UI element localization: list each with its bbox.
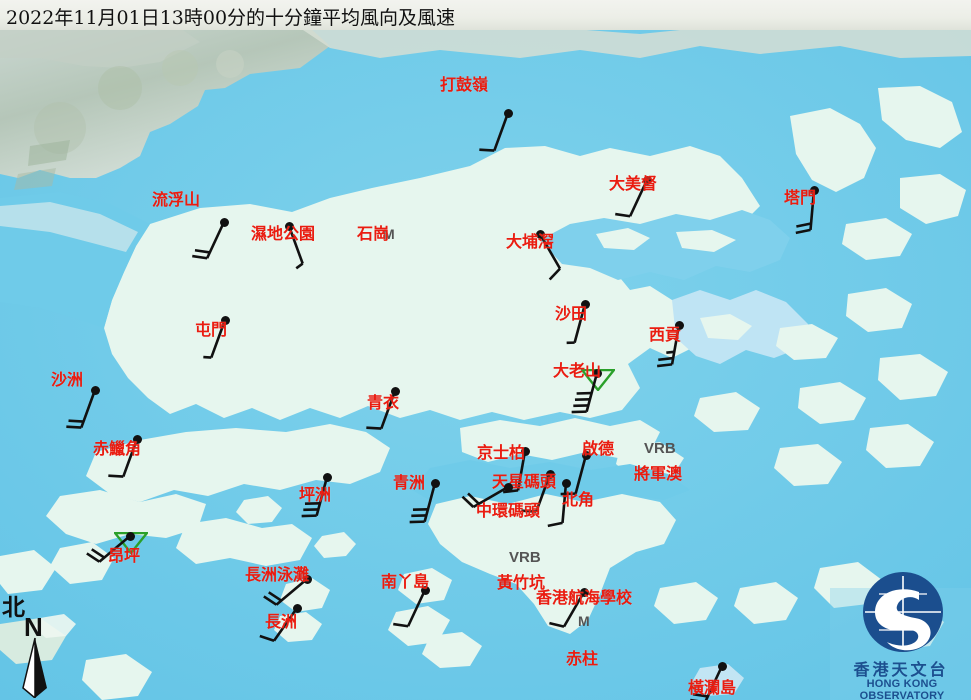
station-dot-icon xyxy=(90,385,100,395)
wind-barb-icon xyxy=(409,482,437,524)
variable-wind-flag: VRB xyxy=(509,549,541,566)
station-dot-icon xyxy=(520,446,530,456)
wind-barb-icon xyxy=(263,578,308,606)
station-name-label: 赤鱲角 xyxy=(93,439,142,458)
station-dot-icon xyxy=(284,221,294,231)
station-name-label: 濕地公園 xyxy=(251,224,316,243)
station-name-label: 南丫島 xyxy=(381,572,430,591)
station-name-label: 北角 xyxy=(562,490,595,509)
station-name-label: 大美督 xyxy=(609,174,658,193)
station-name-label: 打鼓嶺 xyxy=(440,75,489,94)
station-dot-icon xyxy=(292,603,302,613)
wind-barb-icon xyxy=(366,390,397,430)
station-name-label: 黃竹坑 xyxy=(497,573,546,592)
station-dot-icon xyxy=(430,478,440,488)
station-name-label: 大埔滘 xyxy=(506,232,555,251)
station-name-label: 塔門 xyxy=(784,188,817,207)
page-title: 2022年11月01日13時00分的十分鐘平均風向及風速 xyxy=(6,7,456,29)
station-dot-icon xyxy=(132,434,142,444)
station-name-label: 沙洲 xyxy=(51,370,84,389)
wind-barb-icon xyxy=(108,438,139,478)
station-dot-icon xyxy=(580,299,590,309)
hko-emblem-icon xyxy=(863,572,943,652)
wind-barb-icon xyxy=(203,319,227,359)
wind-barb-icon xyxy=(479,112,510,152)
station-name-label: 屯門 xyxy=(195,320,228,339)
station-dot-icon xyxy=(674,320,684,330)
wind-barb-icon xyxy=(657,324,681,368)
wind-barb-icon xyxy=(795,189,816,235)
station-dot-icon xyxy=(535,229,545,239)
station-name-label: 青洲 xyxy=(393,473,426,492)
station-dot-icon xyxy=(503,482,513,492)
wind-barb-icon xyxy=(538,233,562,281)
variable-wind-flag: VRB xyxy=(644,440,676,457)
geography-layer xyxy=(0,28,971,700)
wind-barb-icon xyxy=(192,221,226,260)
hko-name-en: HONG KONG OBSERVATORY xyxy=(859,678,945,700)
wind-barb-icon xyxy=(690,665,724,700)
station-name-label: 大老山 xyxy=(553,361,602,380)
station-name-label: 橫瀾島 xyxy=(688,678,737,697)
title-bar: 2022年11月01日13時00分的十分鐘平均風向及風速 xyxy=(0,0,971,30)
wind-barb-icon xyxy=(393,589,427,628)
station-name-label: 石崗 xyxy=(357,224,390,243)
wind-barb-icon xyxy=(301,476,329,518)
wind-barb-icon xyxy=(549,591,586,628)
station-dot-icon xyxy=(220,315,230,325)
wind-barb-icon xyxy=(615,179,649,218)
missing-data-flag: M xyxy=(578,613,590,629)
wind-barb-icon xyxy=(461,485,509,509)
compass-needle-icon xyxy=(22,637,47,700)
station-dot-icon xyxy=(579,587,589,597)
compass-north-label-en: N xyxy=(24,612,43,642)
station-dot-icon xyxy=(302,574,312,584)
station-name-label: 沙田 xyxy=(555,304,588,323)
wind-barb-icon xyxy=(259,607,299,642)
station-dot-icon xyxy=(390,386,400,396)
station-name-label: 啟德 xyxy=(582,439,615,458)
station-name-label: 坪洲 xyxy=(299,485,332,504)
station-dot-icon xyxy=(322,472,332,482)
wind-barb-icon xyxy=(66,389,97,429)
station-name-label: 天星碼頭 xyxy=(492,472,557,491)
station-dot-icon xyxy=(219,217,229,227)
station-name-label: 中環碼頭 xyxy=(476,501,541,520)
missing-data-flag: M xyxy=(383,226,395,242)
map-canvas[interactable]: 打鼓嶺 流浮山 濕地公園 M 石崗 大美督 大埔滘 塔門 屯門 沙洲 赤鱲角 青衣 沙田 大老山 西貢 VRB… xyxy=(0,28,971,700)
compass-north-label-cn: 北 xyxy=(2,594,25,621)
wind-barb-icon xyxy=(86,535,131,563)
station-dot-icon xyxy=(545,469,555,479)
wind-barb-icon xyxy=(547,482,568,528)
station-dot-icon xyxy=(809,185,819,195)
station-name-label: 赤柱 xyxy=(566,649,599,668)
compass-rose: 北 N xyxy=(2,588,68,700)
wind-barb-icon xyxy=(560,454,588,496)
wind-barb-icon xyxy=(571,372,599,414)
station-dot-icon xyxy=(420,585,430,595)
wind-barb-icon xyxy=(521,473,552,513)
station-dot-icon xyxy=(125,531,135,541)
station-dot-icon xyxy=(561,478,571,488)
station-dot-icon xyxy=(503,108,513,118)
hko-logo: 香港天文台 HONG KONG OBSERVATORY xyxy=(835,568,971,700)
wind-barb-icon xyxy=(287,225,304,270)
station-dot-icon xyxy=(642,175,652,185)
station-name-label: 長洲泳灘 xyxy=(245,565,310,584)
station-name-label: 青衣 xyxy=(367,393,400,412)
station-name-label: 香港航海學校 xyxy=(536,588,633,607)
station-dot-icon xyxy=(717,661,727,671)
hko-name-cn: 香港天文台 xyxy=(853,660,949,679)
station-name-label: 西貢 xyxy=(649,325,682,344)
wind-barb-icon xyxy=(566,303,587,345)
station-name-label: 長洲 xyxy=(265,612,298,631)
station-name-label: 將軍澳 xyxy=(634,464,683,483)
station-dot-icon xyxy=(581,450,591,460)
station-dot-icon xyxy=(592,368,602,378)
station-name-label: 流浮山 xyxy=(152,190,201,209)
station-name-label: 昂坪 xyxy=(108,546,141,565)
station-name-label: 京士柏 xyxy=(477,443,526,462)
